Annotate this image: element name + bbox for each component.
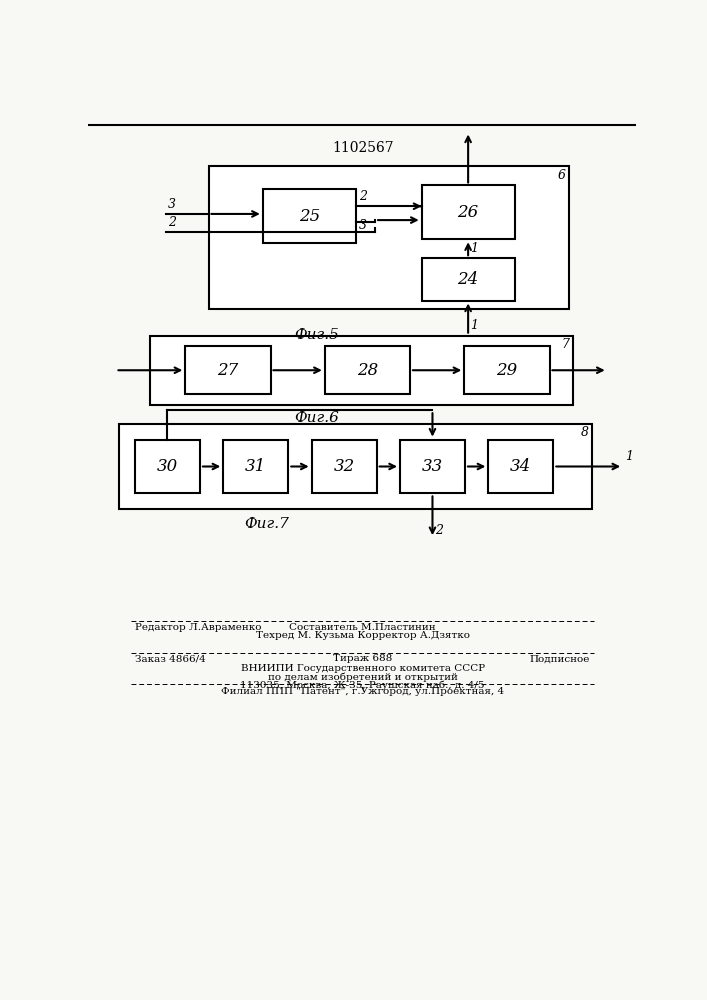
Text: Фиг.6: Фиг.6 [295, 411, 339, 425]
Text: 30: 30 [157, 458, 178, 475]
Bar [209, 166, 569, 309]
Bar [223, 440, 288, 493]
Text: 33: 33 [422, 458, 443, 475]
Text: 25: 25 [298, 208, 320, 225]
Text: 6: 6 [558, 169, 566, 182]
Text: 1: 1 [470, 319, 479, 332]
Text: 2: 2 [359, 190, 367, 203]
Bar [151, 336, 573, 405]
Bar [312, 440, 377, 493]
Text: Фиг.7: Фиг.7 [244, 517, 289, 531]
Text: 3: 3 [359, 219, 367, 232]
Text: 28: 28 [357, 362, 378, 379]
Bar [185, 346, 271, 394]
Bar [135, 440, 200, 493]
Bar [400, 440, 465, 493]
Bar [489, 440, 554, 493]
Text: Филиал ППП "Патент", г.Ужгород, ул.Проектная, 4: Филиал ППП "Патент", г.Ужгород, ул.Проек… [221, 687, 504, 696]
Text: Составитель М.Пластинин: Составитель М.Пластинин [289, 623, 436, 632]
Text: 7: 7 [561, 338, 570, 351]
Text: 27: 27 [217, 362, 238, 379]
Text: 1: 1 [470, 242, 479, 255]
Bar [119, 424, 592, 509]
Text: 2: 2 [168, 216, 176, 229]
Bar [421, 185, 515, 239]
Text: 24: 24 [457, 271, 479, 288]
Text: Фиг.5: Фиг.5 [295, 328, 339, 342]
Text: 26: 26 [457, 204, 479, 221]
Text: Редактор Л.Авраменко: Редактор Л.Авраменко [135, 623, 262, 632]
Text: 3: 3 [168, 198, 176, 211]
Bar [464, 346, 549, 394]
Text: по делам изобретений и открытий: по делам изобретений и открытий [268, 672, 457, 682]
Text: Заказ 4866/4: Заказ 4866/4 [135, 654, 206, 663]
Text: 1: 1 [625, 450, 633, 463]
Text: 8: 8 [581, 426, 589, 439]
Text: 34: 34 [510, 458, 532, 475]
Text: Техред М. Кузьма Корректор А.Дзятко: Техред М. Кузьма Корректор А.Дзятко [256, 631, 469, 640]
Bar [421, 258, 515, 301]
Text: ВНИИПИ Государственного комитета СССР: ВНИИПИ Государственного комитета СССР [240, 664, 485, 673]
Text: 113035, Москва, Ж-35, Раушская наб., д. 4/5: 113035, Москва, Ж-35, Раушская наб., д. … [240, 681, 485, 690]
Text: 32: 32 [334, 458, 355, 475]
Text: 1102567: 1102567 [332, 141, 394, 155]
Text: Тираж 688: Тираж 688 [333, 654, 392, 663]
Text: 31: 31 [245, 458, 267, 475]
Text: 2: 2 [435, 524, 443, 537]
Bar [325, 346, 410, 394]
Bar [263, 189, 356, 243]
Text: 29: 29 [496, 362, 518, 379]
Text: Подписное: Подписное [530, 654, 590, 663]
